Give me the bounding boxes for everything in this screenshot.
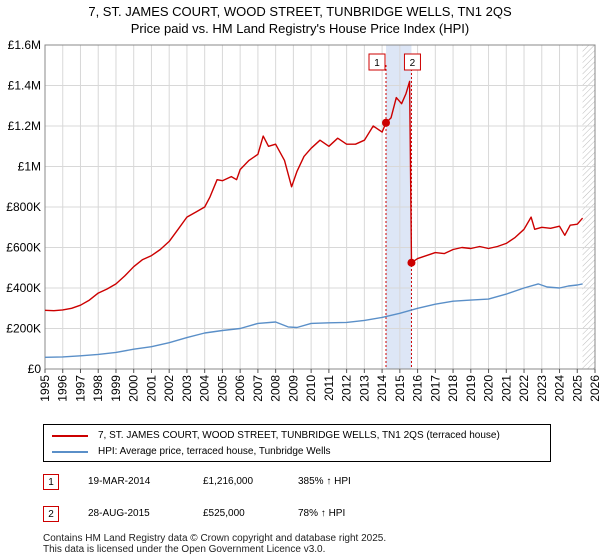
legend-label-hpi: HPI: Average price, terraced house, Tunb… bbox=[98, 446, 331, 457]
series-line-hpi bbox=[44, 283, 583, 358]
footer-attribution: Contains HM Land Registry data © Crown c… bbox=[43, 533, 386, 555]
legend-item-property: 7, ST. JAMES COURT, WOOD STREET, TUNBRID… bbox=[52, 430, 500, 441]
x-tick-label: 2003 bbox=[180, 375, 194, 402]
x-tick-label: 2019 bbox=[464, 375, 478, 402]
x-tick-label: 2012 bbox=[340, 375, 354, 402]
y-tick-label: £600K bbox=[6, 241, 41, 255]
sale-marker-box bbox=[403, 53, 421, 71]
x-tick-label: 2023 bbox=[535, 375, 549, 402]
footer-line-2: This data is licensed under the Open Gov… bbox=[43, 544, 326, 555]
chart-subtitle: Price paid vs. HM Land Registry's House … bbox=[130, 21, 470, 36]
x-tick-label: 2009 bbox=[286, 375, 300, 402]
x-tick-label: 2008 bbox=[269, 375, 283, 402]
x-tick-label: 2026 bbox=[588, 375, 600, 402]
sale-marker-badge: 2 bbox=[43, 506, 59, 522]
y-tick-label: £0 bbox=[28, 362, 42, 376]
x-tick-label: 2011 bbox=[322, 375, 336, 401]
sale-marker-number: 1 bbox=[374, 58, 380, 69]
legend-swatch-hpi bbox=[52, 450, 88, 453]
sale-price: £1,216,000 bbox=[203, 476, 254, 487]
sale-point bbox=[407, 258, 416, 267]
y-tick-label: £400K bbox=[6, 281, 41, 295]
y-tick-label: £1.6M bbox=[8, 38, 41, 52]
sale-point bbox=[382, 118, 390, 127]
sale-hpi-change: 78% ↑ HPI bbox=[298, 508, 346, 519]
y-tick-label: £1.4M bbox=[8, 79, 41, 93]
sale-hpi-change: 385% ↑ HPI bbox=[298, 476, 351, 487]
chart-title: 7, ST. JAMES COURT, WOOD STREET, TUNBRID… bbox=[88, 4, 512, 19]
sale-price: £525,000 bbox=[203, 508, 245, 519]
x-tick-label: 2013 bbox=[357, 375, 371, 402]
x-tick-label: 2018 bbox=[446, 375, 460, 402]
sale-date: 28-AUG-2015 bbox=[88, 508, 150, 519]
x-tick-label: 2015 bbox=[393, 375, 407, 402]
chart-legend: 7, ST. JAMES COURT, WOOD STREET, TUNBRID… bbox=[43, 424, 551, 462]
x-tick-label: 2002 bbox=[162, 375, 176, 402]
x-tick-label: 1996 bbox=[56, 375, 70, 402]
x-tick-label: 2007 bbox=[251, 375, 265, 402]
x-tick-label: 2006 bbox=[233, 375, 247, 402]
sale-marker-number: 2 bbox=[410, 58, 416, 69]
y-tick-label: £200K bbox=[6, 322, 41, 336]
legend-item-hpi: HPI: Average price, terraced house, Tunb… bbox=[52, 446, 331, 457]
legend-label-property: 7, ST. JAMES COURT, WOOD STREET, TUNBRID… bbox=[98, 430, 500, 441]
x-tick-label: 2022 bbox=[517, 375, 531, 402]
sale-marker-box bbox=[368, 53, 386, 71]
x-tick-label: 2001 bbox=[144, 375, 158, 402]
x-tick-label: 2024 bbox=[553, 375, 567, 402]
series-line-property bbox=[44, 80, 584, 312]
x-tick-label: 1995 bbox=[38, 375, 52, 402]
x-tick-label: 2000 bbox=[127, 375, 141, 402]
x-tick-label: 2021 bbox=[499, 375, 513, 402]
y-tick-label: £1M bbox=[18, 160, 41, 174]
price-chart: £0 £200K £400K £600K £800K £1M £1.2M £1.4M £1.6M… bbox=[6, 38, 600, 402]
y-tick-label: £800K bbox=[6, 200, 41, 214]
footer-line-1: Contains HM Land Registry data © Crown c… bbox=[43, 533, 387, 544]
legend-swatch-property bbox=[52, 434, 88, 437]
sale-date: 19-MAR-2014 bbox=[88, 476, 151, 487]
x-tick-label: 2016 bbox=[411, 375, 425, 402]
x-tick-label: 2005 bbox=[215, 375, 229, 402]
y-tick-label: £1.2M bbox=[8, 119, 41, 133]
x-tick-label: 1999 bbox=[109, 375, 123, 402]
x-tick-label: 1998 bbox=[91, 375, 105, 402]
x-tick-label: 2020 bbox=[482, 375, 496, 402]
x-tick-label: 2014 bbox=[375, 375, 389, 402]
plot-frame bbox=[44, 44, 596, 370]
x-tick-label: 2004 bbox=[198, 375, 212, 402]
x-tick-label: 2025 bbox=[570, 375, 584, 402]
x-tick-label: 2010 bbox=[304, 375, 318, 402]
x-tick-label: 2017 bbox=[428, 375, 442, 402]
x-tick-label: 1997 bbox=[73, 375, 87, 402]
sale-marker-badge: 1 bbox=[43, 474, 59, 490]
